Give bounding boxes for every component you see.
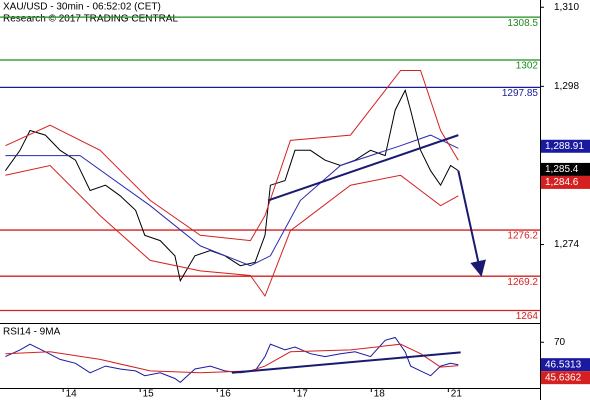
x-tick-label: 16 [220, 389, 232, 400]
x-tick-label: 15 [143, 389, 155, 400]
price-box-label: 1,284.6 [545, 177, 579, 188]
level-label: 1302 [516, 61, 539, 72]
trendline [267, 134, 459, 202]
chart-title: XAU/USD - 30min - 06:52:02 (CET) [3, 2, 161, 13]
price-box-label: 46.5313 [545, 359, 582, 370]
series-line [5, 343, 459, 374]
x-tick-label: 17 [297, 389, 309, 400]
x-tick-label: 21 [451, 389, 463, 400]
rsi-title: RSI14 - 9MA [3, 327, 61, 338]
trendline [457, 170, 486, 277]
trendline [231, 351, 461, 374]
price-box [541, 162, 590, 176]
x-tick-label: 14 [66, 389, 78, 400]
level-label: 1308.5 [507, 18, 538, 29]
series-line [5, 134, 459, 267]
y-tick-label: 70 [554, 337, 566, 348]
y-tick-label: 1,274 [554, 239, 579, 250]
y-tick-label: 1,298 [554, 81, 579, 92]
series-line [4, 88, 459, 283]
level-label: 1297.85 [502, 88, 539, 99]
level-label: 1264 [516, 311, 539, 322]
price-box [541, 139, 590, 153]
chart-subtitle: Research © 2017 TRADING CENTRAL [3, 14, 178, 25]
x-tick-label: 18 [374, 389, 386, 400]
price-box-label: 1,285.4 [545, 164, 579, 175]
price-box-label: 45.6362 [545, 372, 582, 383]
price-box [541, 358, 590, 372]
series-line [5, 70, 459, 242]
series-line [5, 164, 459, 298]
level-label: 1276.2 [507, 231, 538, 242]
price-box [541, 371, 590, 385]
level-label: 1269.2 [507, 277, 538, 288]
y-tick-label: 1,310 [554, 2, 579, 13]
price-box [541, 175, 590, 189]
price-box-label: 1,288.91 [545, 141, 584, 152]
